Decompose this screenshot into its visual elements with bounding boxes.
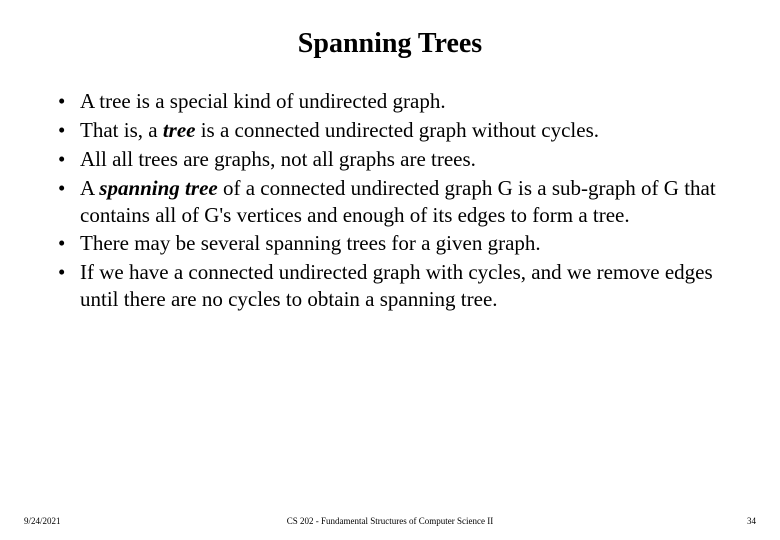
slide-footer: 9/24/2021 CS 202 - Fundamental Structure… [0,516,780,526]
bullet-text: There may be several spanning trees for … [80,231,541,255]
bullet-item: There may be several spanning trees for … [58,230,740,257]
footer-course: CS 202 - Fundamental Structures of Compu… [20,516,760,526]
bullet-text: A [80,176,99,200]
bullet-text: All all trees are graphs, not all graphs… [80,147,476,171]
bullet-text: That is, a [80,118,163,142]
footer-date: 9/24/2021 [24,516,61,526]
footer-page: 34 [747,516,756,526]
bullet-text: A tree is a special kind of undirected g… [80,89,446,113]
bullet-list: A tree is a special kind of undirected g… [40,88,740,313]
slide-title: Spanning Trees [40,28,740,60]
slide: Spanning Trees A tree is a special kind … [0,0,780,540]
bullet-text: tree [163,118,196,142]
bullet-text: is a connected undirected graph without … [195,118,599,142]
bullet-item: All all trees are graphs, not all graphs… [58,146,740,173]
bullet-item: A tree is a special kind of undirected g… [58,88,740,115]
bullet-text: If we have a connected undirected graph … [80,260,713,311]
bullet-item: If we have a connected undirected graph … [58,259,740,313]
bullet-text: spanning tree [99,176,217,200]
bullet-item: That is, a tree is a connected undirecte… [58,117,740,144]
bullet-item: A spanning tree of a connected undirecte… [58,175,740,229]
